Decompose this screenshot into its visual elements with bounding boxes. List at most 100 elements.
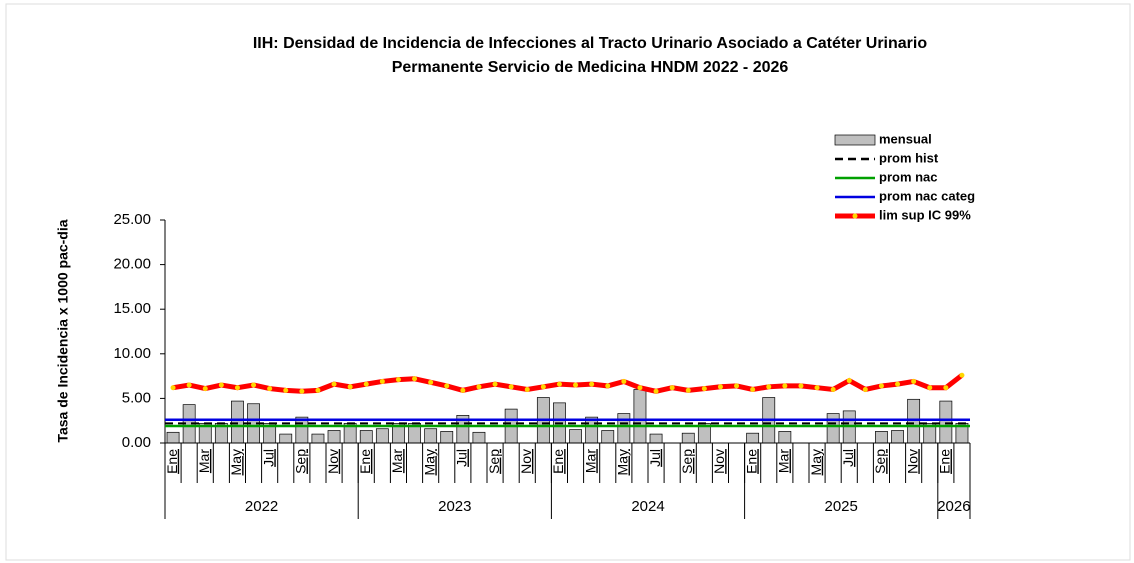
limit-marker: [814, 385, 820, 391]
legend-swatch: [834, 134, 876, 146]
bar: [327, 430, 341, 444]
limit-marker: [589, 381, 595, 387]
limit-marker: [379, 378, 385, 384]
limit-marker: [524, 386, 530, 392]
limit-marker: [202, 386, 208, 392]
x-tick-label: Nov: [518, 449, 534, 474]
x-tick-label: Mar: [776, 449, 792, 473]
bar: [617, 413, 631, 444]
limit-marker: [460, 387, 466, 393]
x-tick-label: Ene: [937, 449, 953, 474]
limit-marker: [556, 381, 562, 387]
limit-marker: [476, 384, 482, 390]
legend-label: prom nac: [879, 169, 938, 184]
limit-marker: [428, 379, 434, 385]
x-tick-label: Sep: [872, 449, 888, 474]
bar: [778, 431, 792, 444]
y-tick-label: 0.00: [122, 434, 151, 451]
limit-marker: [943, 385, 949, 391]
bar: [311, 433, 325, 444]
limit-marker: [186, 382, 192, 388]
legend-swatch: [852, 213, 858, 219]
limit-marker: [605, 383, 611, 389]
x-tick-label: May: [228, 449, 244, 475]
x-tick-label: Ene: [164, 449, 180, 474]
bar: [875, 431, 888, 444]
limit-marker: [299, 388, 305, 394]
bar: [279, 433, 293, 444]
limit-marker: [315, 387, 321, 393]
limit-marker: [911, 378, 917, 384]
limit-marker: [283, 387, 289, 393]
limit-marker: [717, 384, 723, 390]
bar: [939, 400, 953, 444]
limit-marker: [170, 385, 176, 391]
bar: [359, 430, 373, 444]
x-tick-label: Mar: [582, 449, 598, 473]
x-tick-label: Nov: [325, 449, 341, 474]
limit-marker: [251, 382, 257, 388]
limit-marker: [653, 388, 659, 394]
x-tick-label: Sep: [486, 449, 502, 474]
bar: [424, 428, 438, 444]
x-tick-label: Sep: [293, 449, 309, 474]
limit-marker: [927, 385, 933, 391]
x-tick-label: Nov: [904, 449, 920, 474]
x-tick-label: Jul: [840, 449, 856, 467]
legend-label: prom hist: [879, 150, 939, 165]
x-tick-label: Sep: [679, 449, 695, 474]
limit-marker: [218, 382, 224, 388]
y-tick-label: 15.00: [113, 300, 151, 317]
limit-marker: [862, 386, 868, 392]
legend-label: prom nac categ: [879, 188, 975, 203]
bar: [375, 428, 389, 444]
x-tick-label: May: [808, 449, 824, 475]
limit-marker: [846, 378, 852, 384]
limit-marker: [798, 383, 804, 389]
x-tick-label: May: [421, 449, 437, 475]
x-tick-label: Ene: [550, 449, 566, 474]
limit-marker: [895, 381, 901, 387]
x-tick-label: Jul: [454, 449, 470, 467]
y-axis-label: Tasa de Incidencia x 1000 pac-dia: [55, 219, 71, 442]
x-tick-label: Ene: [357, 449, 373, 474]
year-label: 2026: [937, 498, 970, 515]
bar: [166, 431, 180, 444]
year-label: 2025: [825, 498, 858, 515]
bar: [472, 431, 486, 444]
limit-marker: [750, 386, 756, 392]
x-tick-label: Mar: [196, 449, 212, 473]
limit-marker: [331, 381, 337, 387]
limit-marker: [766, 384, 772, 390]
bar: [569, 429, 582, 444]
y-tick-label: 10.00: [113, 345, 151, 362]
limit-marker: [234, 385, 240, 391]
limit-marker: [830, 386, 836, 392]
legend-label: lim sup IC 99%: [879, 207, 971, 222]
limit-marker: [685, 387, 691, 393]
limit-marker: [701, 386, 707, 392]
bar: [601, 430, 615, 444]
limit-marker: [412, 376, 418, 382]
limit-marker: [734, 383, 740, 389]
y-tick-label: 5.00: [122, 389, 151, 406]
x-tick-label: Jul: [647, 449, 663, 467]
limit-marker: [669, 385, 675, 391]
bar: [681, 432, 695, 444]
x-tick-label: Mar: [389, 449, 405, 473]
limit-marker: [444, 383, 450, 389]
x-tick-label: May: [615, 449, 631, 475]
limit-marker: [637, 385, 643, 391]
chart-title: IIH: Densidad de Incidencia de Infeccion…: [253, 35, 927, 52]
bar: [746, 432, 760, 444]
year-label: 2022: [245, 498, 278, 515]
limit-marker: [395, 377, 401, 383]
bar: [440, 431, 454, 444]
year-label: 2024: [631, 498, 664, 515]
y-tick-label: 20.00: [113, 256, 151, 273]
limit-marker: [782, 383, 788, 389]
legend-label: mensual: [879, 131, 932, 146]
limit-marker: [347, 384, 353, 390]
bar: [633, 389, 647, 444]
